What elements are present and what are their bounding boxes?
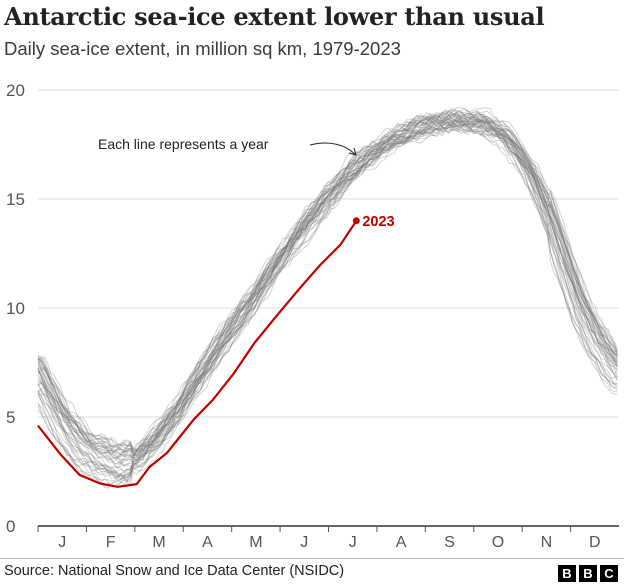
history-year-line [37, 111, 618, 459]
history-year-line [37, 111, 618, 463]
logo-letter: C [600, 565, 618, 582]
source-note: Source: National Snow and Ice Data Cente… [4, 563, 345, 579]
logo-letter: B [558, 565, 576, 582]
y-tick-label: 5 [6, 408, 15, 427]
x-tick-label: O [492, 534, 504, 551]
y-tick-label: 0 [6, 517, 15, 536]
history-year-line [37, 111, 618, 452]
history-year-line [37, 119, 618, 469]
x-tick-label: S [444, 534, 455, 551]
history-year-line [37, 109, 618, 453]
history-year-line [37, 120, 618, 479]
history-year-line [37, 123, 618, 481]
x-tick-label: J [300, 534, 308, 551]
x-tick-label: M [249, 534, 262, 551]
history-year-line [37, 115, 618, 465]
x-tick-label: M [152, 534, 165, 551]
history-year-line [37, 109, 618, 455]
x-tick-label: J [349, 534, 357, 551]
chart: 0 5 10 15 20 2023 J F M A M J J A S O N D Each line rep… [6, 81, 619, 551]
history-year-line [37, 119, 618, 465]
history-year-line [37, 122, 618, 477]
history-year-line [37, 113, 618, 461]
annotation-arrow [309, 142, 356, 155]
series-2023-line [37, 220, 358, 488]
x-tick-label: J [58, 534, 66, 551]
history-year-line [37, 124, 618, 487]
history-year-line [37, 111, 618, 456]
history-year-line [37, 122, 618, 474]
x-tick-label: A [202, 534, 213, 551]
x-tick-label: N [541, 534, 553, 551]
history-year-line [37, 121, 618, 486]
history-year-line [37, 117, 618, 481]
history-year-line [37, 119, 618, 478]
chart-subtitle: Daily sea-ice extent, in million sq km, … [4, 38, 401, 59]
y-tick-label: 20 [6, 81, 25, 100]
history-year-line [37, 118, 618, 487]
history-year-line [37, 109, 618, 457]
y-tick-label: 15 [6, 190, 25, 209]
history-year-line [37, 113, 618, 456]
history-year-line [37, 115, 618, 458]
history-year-line [37, 111, 618, 457]
history-year-line [37, 108, 618, 465]
series-2023-endpoint [352, 217, 360, 225]
x-tick-label: F [106, 534, 116, 551]
annotation-text: Each line represents a year [98, 136, 269, 152]
series-2023-label: 2023 [362, 214, 394, 230]
history-year-line [37, 106, 618, 452]
history-year-line [37, 124, 618, 476]
history-year-line [37, 120, 618, 489]
history-year-line [37, 115, 618, 456]
bbc-logo: B B C [558, 565, 618, 582]
footer-divider [0, 558, 624, 559]
history-year-line [37, 120, 618, 478]
history-year-line [37, 115, 618, 453]
history-year-line [37, 116, 618, 469]
history-year-line [37, 113, 618, 457]
annotation-arrowhead [348, 147, 357, 156]
history-year-line [37, 113, 618, 467]
history-year-line [37, 113, 618, 465]
x-tick-label: D [589, 534, 601, 551]
history-year-line [37, 122, 618, 482]
history-year-line [37, 115, 618, 469]
history-year-line [37, 121, 618, 479]
history-year-line [37, 110, 618, 450]
history-year-line [37, 110, 618, 456]
y-tick-label: 10 [6, 299, 25, 318]
chart-title: Antarctic sea-ice extent lower than usua… [4, 2, 545, 31]
history-year-line [37, 126, 618, 483]
logo-letter: B [579, 565, 597, 582]
history-year-line [37, 116, 618, 474]
history-year-line [37, 126, 618, 482]
history-year-line [37, 107, 618, 457]
x-tick-label: A [396, 534, 407, 551]
history-year-line [37, 110, 618, 455]
